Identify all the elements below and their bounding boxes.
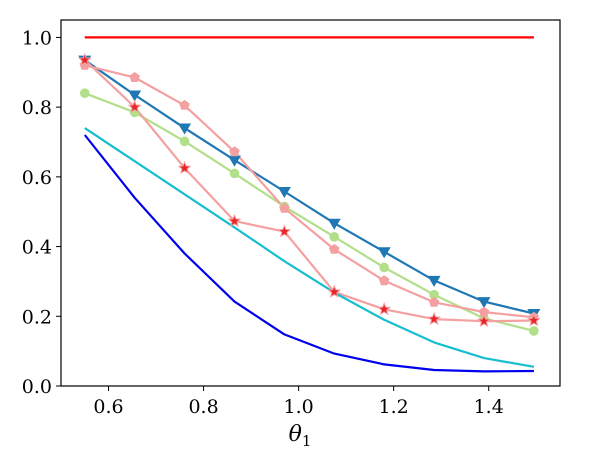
data-point-s4-5 bbox=[279, 202, 290, 213]
data-point-s3-7 bbox=[379, 262, 389, 273]
data-point-s5-1 bbox=[77, 52, 92, 66]
series-line-6 bbox=[84, 127, 535, 368]
data-point-s2-3 bbox=[178, 123, 192, 135]
data-point-s5-7 bbox=[377, 301, 392, 316]
x-axis-title-main: θ bbox=[289, 422, 302, 447]
data-point-s2-2 bbox=[128, 90, 142, 102]
data-point-s2-7 bbox=[377, 247, 391, 259]
data-point-s5-3 bbox=[177, 160, 192, 175]
data-point-s4-7 bbox=[378, 275, 390, 286]
x-tick-label: 1.2 bbox=[379, 396, 409, 418]
data-point-s5-4 bbox=[227, 213, 242, 228]
y-tick-label: 0.2 bbox=[22, 306, 52, 328]
x-axis-title: θ1 bbox=[289, 422, 312, 449]
data-point-s5-6 bbox=[327, 284, 342, 298]
x-axis-title-subscript: 1 bbox=[302, 432, 312, 449]
axes: 0.6 0.8 1.0 1.2 1.4 0.0 0.2 0.4 0.6 0.8 1.0 bbox=[22, 19, 561, 418]
x-tick-label: 1.4 bbox=[474, 396, 504, 418]
data-point-s5-2 bbox=[127, 99, 142, 114]
data-point-s4-4 bbox=[229, 146, 240, 157]
x-tick-label: 0.6 bbox=[93, 396, 123, 418]
data-point-s2-6 bbox=[327, 218, 341, 230]
data-point-s2-4 bbox=[227, 155, 241, 167]
plot-background bbox=[61, 20, 560, 386]
data-point-s4-8 bbox=[428, 296, 440, 307]
y-tick-label: 0.4 bbox=[22, 237, 52, 259]
data-point-s3-6 bbox=[329, 232, 340, 242]
data-point-s3-3 bbox=[179, 136, 190, 147]
series-line-5 bbox=[84, 59, 534, 323]
y-tick-label: 1.0 bbox=[22, 27, 52, 49]
y-tick-label: 0.6 bbox=[22, 167, 52, 189]
data-point-s2-8 bbox=[427, 275, 441, 287]
data-point-s4-2 bbox=[129, 72, 140, 82]
data-point-s4-3 bbox=[179, 99, 190, 110]
data-point-s4-9 bbox=[478, 306, 490, 317]
data-point-s4-6 bbox=[329, 243, 340, 254]
plot-frame bbox=[60, 19, 561, 387]
series-line-7 bbox=[83, 134, 534, 373]
data-point-s5-9 bbox=[477, 313, 491, 328]
data-point-s2-9 bbox=[477, 297, 491, 309]
series-line-4 bbox=[84, 64, 535, 319]
series-layer bbox=[77, 36, 541, 373]
y-tick-label: 0.8 bbox=[22, 97, 52, 119]
data-point-s3-8 bbox=[429, 289, 439, 300]
data-point-s5-5 bbox=[277, 224, 292, 238]
x-tick-label: 1.0 bbox=[284, 396, 314, 418]
data-point-s2-5 bbox=[277, 186, 291, 198]
y-tick-label: 0.0 bbox=[22, 376, 52, 398]
data-point-s5-10 bbox=[526, 313, 541, 327]
data-point-s3-4 bbox=[229, 168, 240, 179]
data-point-s3-10 bbox=[529, 326, 539, 336]
series-line-2 bbox=[84, 59, 535, 315]
plot-area bbox=[61, 20, 560, 386]
x-tick-label: 0.8 bbox=[188, 396, 218, 418]
data-point-s3-1 bbox=[79, 88, 90, 98]
data-point-s5-8 bbox=[427, 311, 442, 325]
